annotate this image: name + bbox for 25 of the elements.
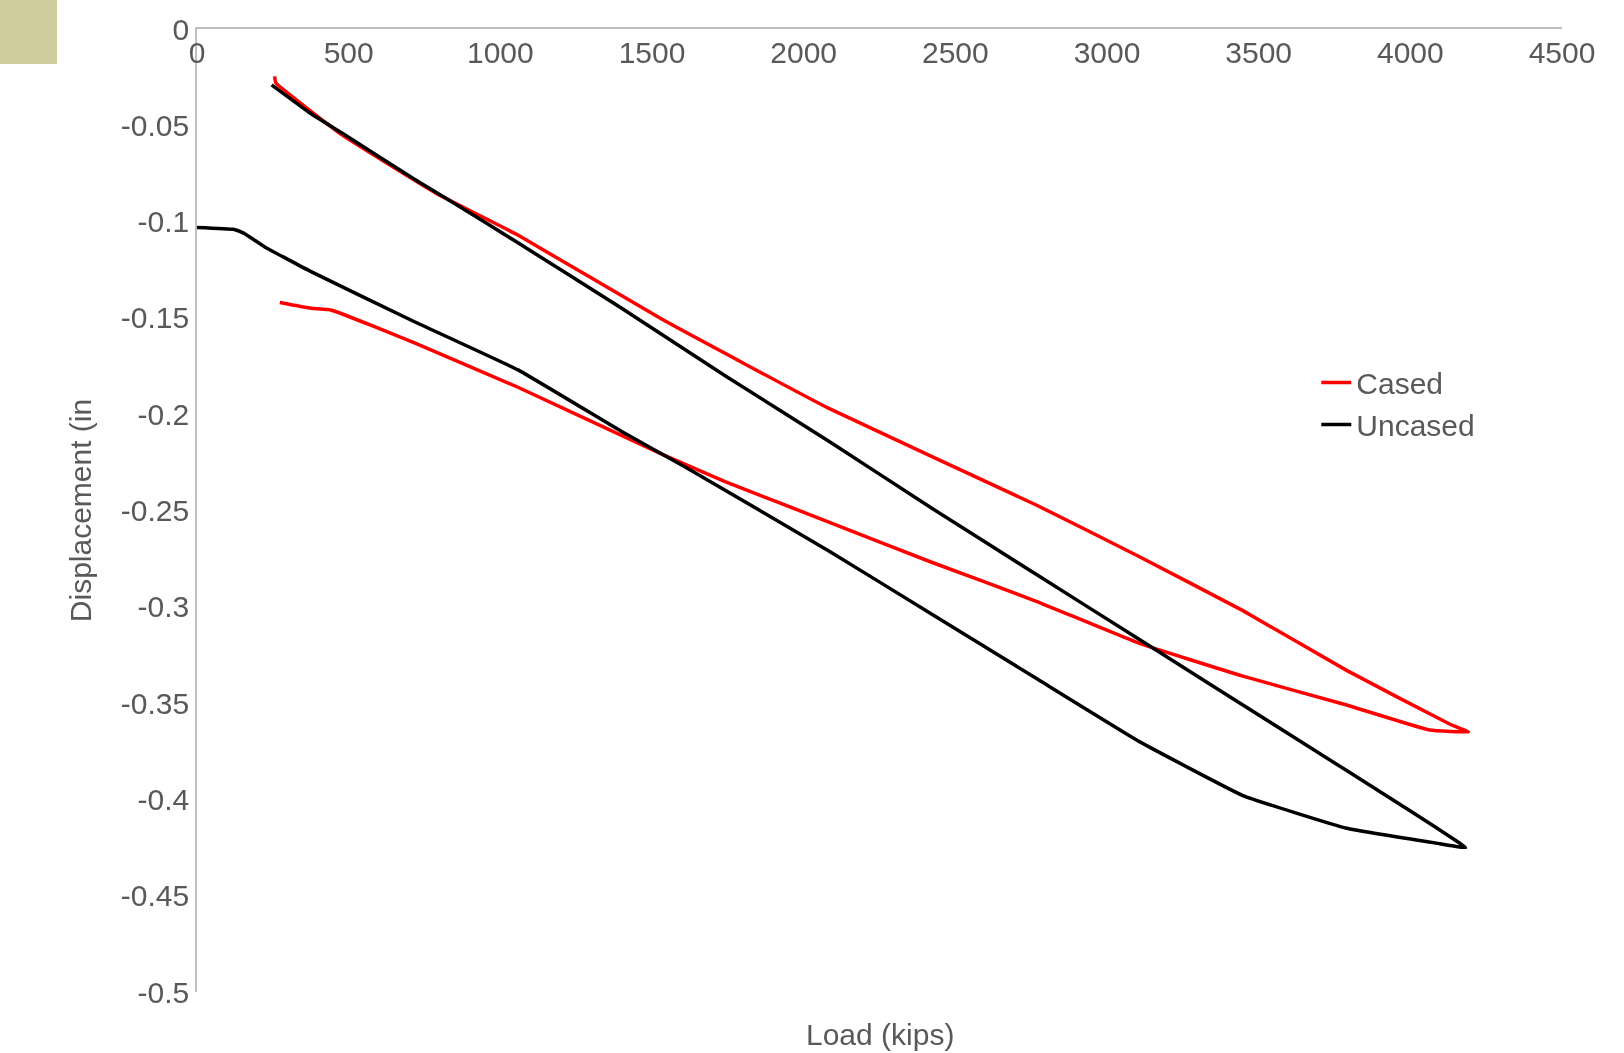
- y-tick-label: -0.3: [137, 590, 190, 624]
- x-axis-title: Load (kips): [806, 1018, 955, 1051]
- line-series: [272, 74, 1471, 734]
- x-tick-label: 1500: [618, 36, 686, 70]
- y-tick-label: -0.2: [137, 397, 190, 431]
- x-tick-label: 3000: [1073, 36, 1141, 70]
- x-tick-label: 4500: [1528, 36, 1596, 70]
- y-tick-label: -0.05: [120, 108, 190, 142]
- y-tick-label: -0.35: [120, 686, 190, 720]
- x-tick-label: 2000: [770, 36, 838, 70]
- x-tick-label: 1000: [466, 36, 534, 70]
- y-tick-label: 0: [172, 12, 190, 46]
- x-tick-label: 2500: [921, 36, 989, 70]
- y-tick-label: -0.45: [120, 879, 190, 913]
- x-tick-label: 500: [323, 36, 374, 70]
- y-tick-label: -0.15: [120, 301, 190, 335]
- x-tick-label: 4000: [1376, 36, 1444, 70]
- x-tick-label: 3500: [1225, 36, 1293, 70]
- y-axis-title: Displacement (in: [64, 398, 98, 623]
- y-tick-label: -0.1: [137, 205, 190, 239]
- legend-label: Uncased: [1356, 409, 1475, 443]
- y-tick-label: -0.5: [137, 975, 190, 1009]
- y-tick-label: -0.4: [137, 782, 190, 816]
- legend-label: Cased: [1356, 367, 1444, 401]
- y-tick-label: -0.25: [120, 494, 190, 527]
